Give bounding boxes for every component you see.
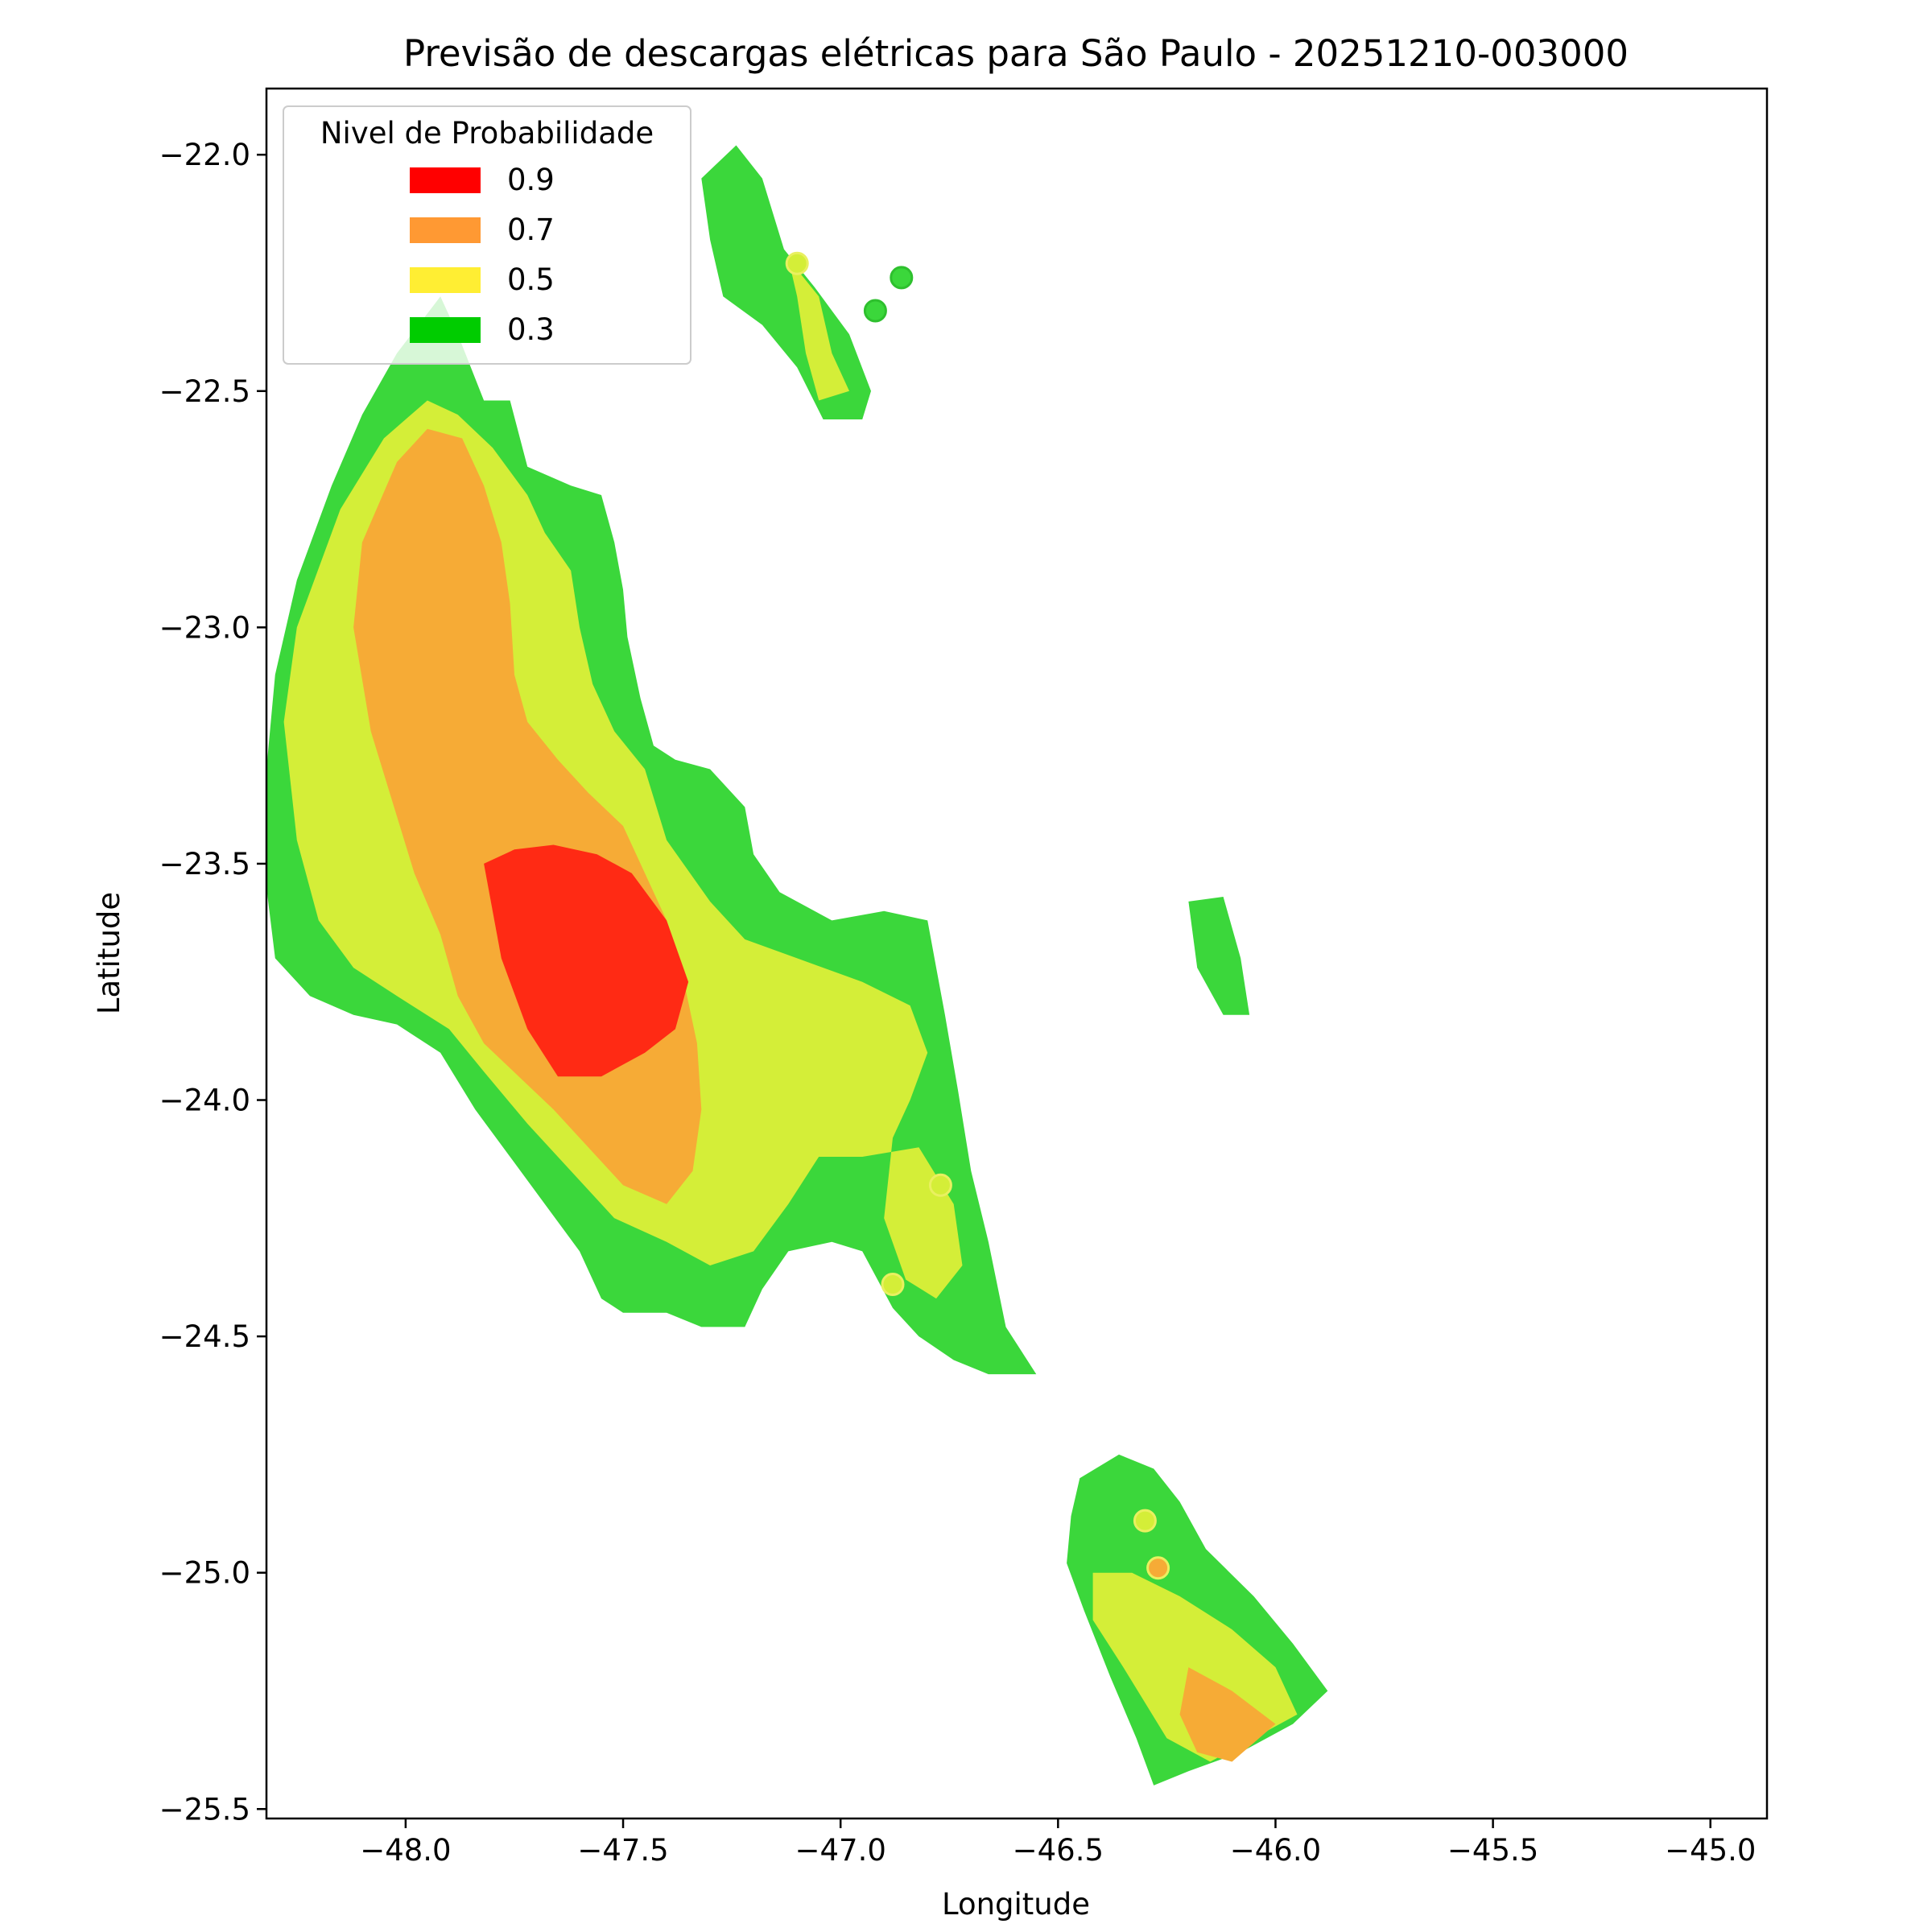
y-tick-label: −22.5 xyxy=(159,374,250,409)
region-level-05-5 xyxy=(788,258,849,401)
region-level-03-2 xyxy=(1188,897,1250,1015)
legend-entries: 0.9 0.7 0.5 0.3 xyxy=(410,163,555,347)
y-axis: −22.0 −22.5 −23.0 −23.5 −24.0 −24.5 −25.0 −25.5 xyxy=(159,138,266,1827)
region-level-09-9 xyxy=(484,844,689,1077)
legend-swatch-07 xyxy=(410,217,481,243)
y-tick-label: −23.5 xyxy=(159,847,250,881)
y-tick-label: −25.0 xyxy=(159,1556,250,1591)
x-axis: −48.0 −47.5 −47.0 −46.5 −46.0 −45.5 −45.0 xyxy=(360,1818,1756,1868)
y-tick-label: −24.0 xyxy=(159,1084,250,1118)
x-axis-label: Longitude xyxy=(942,1887,1090,1922)
point-marker-3 xyxy=(928,1173,952,1197)
legend-swatch-03 xyxy=(410,317,481,343)
x-tick-label: −48.0 xyxy=(360,1833,451,1868)
legend-swatch-09 xyxy=(410,167,481,193)
x-tick-label: −45.5 xyxy=(1447,1833,1538,1868)
point-marker-5 xyxy=(1133,1509,1157,1533)
x-tick-label: −47.5 xyxy=(577,1833,668,1868)
legend-box xyxy=(283,105,691,365)
point-marker-6 xyxy=(1146,1556,1170,1580)
point-marker-4 xyxy=(881,1273,905,1296)
y-tick-label: −24.5 xyxy=(159,1319,250,1354)
legend-label-07: 0.7 xyxy=(507,213,555,247)
legend-swatch-05 xyxy=(410,267,481,293)
legend-label-05: 0.5 xyxy=(507,262,555,297)
x-tick-label: −46.5 xyxy=(1013,1833,1104,1868)
x-tick-label: −47.0 xyxy=(795,1833,886,1868)
y-axis-label: Latitude xyxy=(92,892,126,1014)
point-marker-2 xyxy=(890,266,914,290)
x-tick-label: −45.0 xyxy=(1665,1833,1756,1868)
y-tick-label: −22.0 xyxy=(159,138,250,172)
x-tick-label: −46.0 xyxy=(1230,1833,1321,1868)
point-marker-0 xyxy=(785,251,809,275)
probability-regions xyxy=(266,145,1328,1785)
plot-frame xyxy=(265,87,1769,1820)
chart-title: Previsão de descargas elétricas para São… xyxy=(403,32,1629,75)
region-level-07-8 xyxy=(1179,1667,1276,1762)
y-tick-label: −25.5 xyxy=(159,1792,250,1827)
probability-points xyxy=(785,251,1170,1580)
plot-area xyxy=(265,87,1769,1820)
legend-title: Nivel de Probabilidade xyxy=(320,116,654,151)
point-marker-1 xyxy=(863,299,887,323)
legend-label-09: 0.9 xyxy=(507,163,555,197)
legend: Nivel de Probabilidade 0.9 0.7 0.5 0.3 xyxy=(283,105,691,365)
y-tick-label: −23.0 xyxy=(159,610,250,645)
legend-label-03: 0.3 xyxy=(507,312,555,347)
